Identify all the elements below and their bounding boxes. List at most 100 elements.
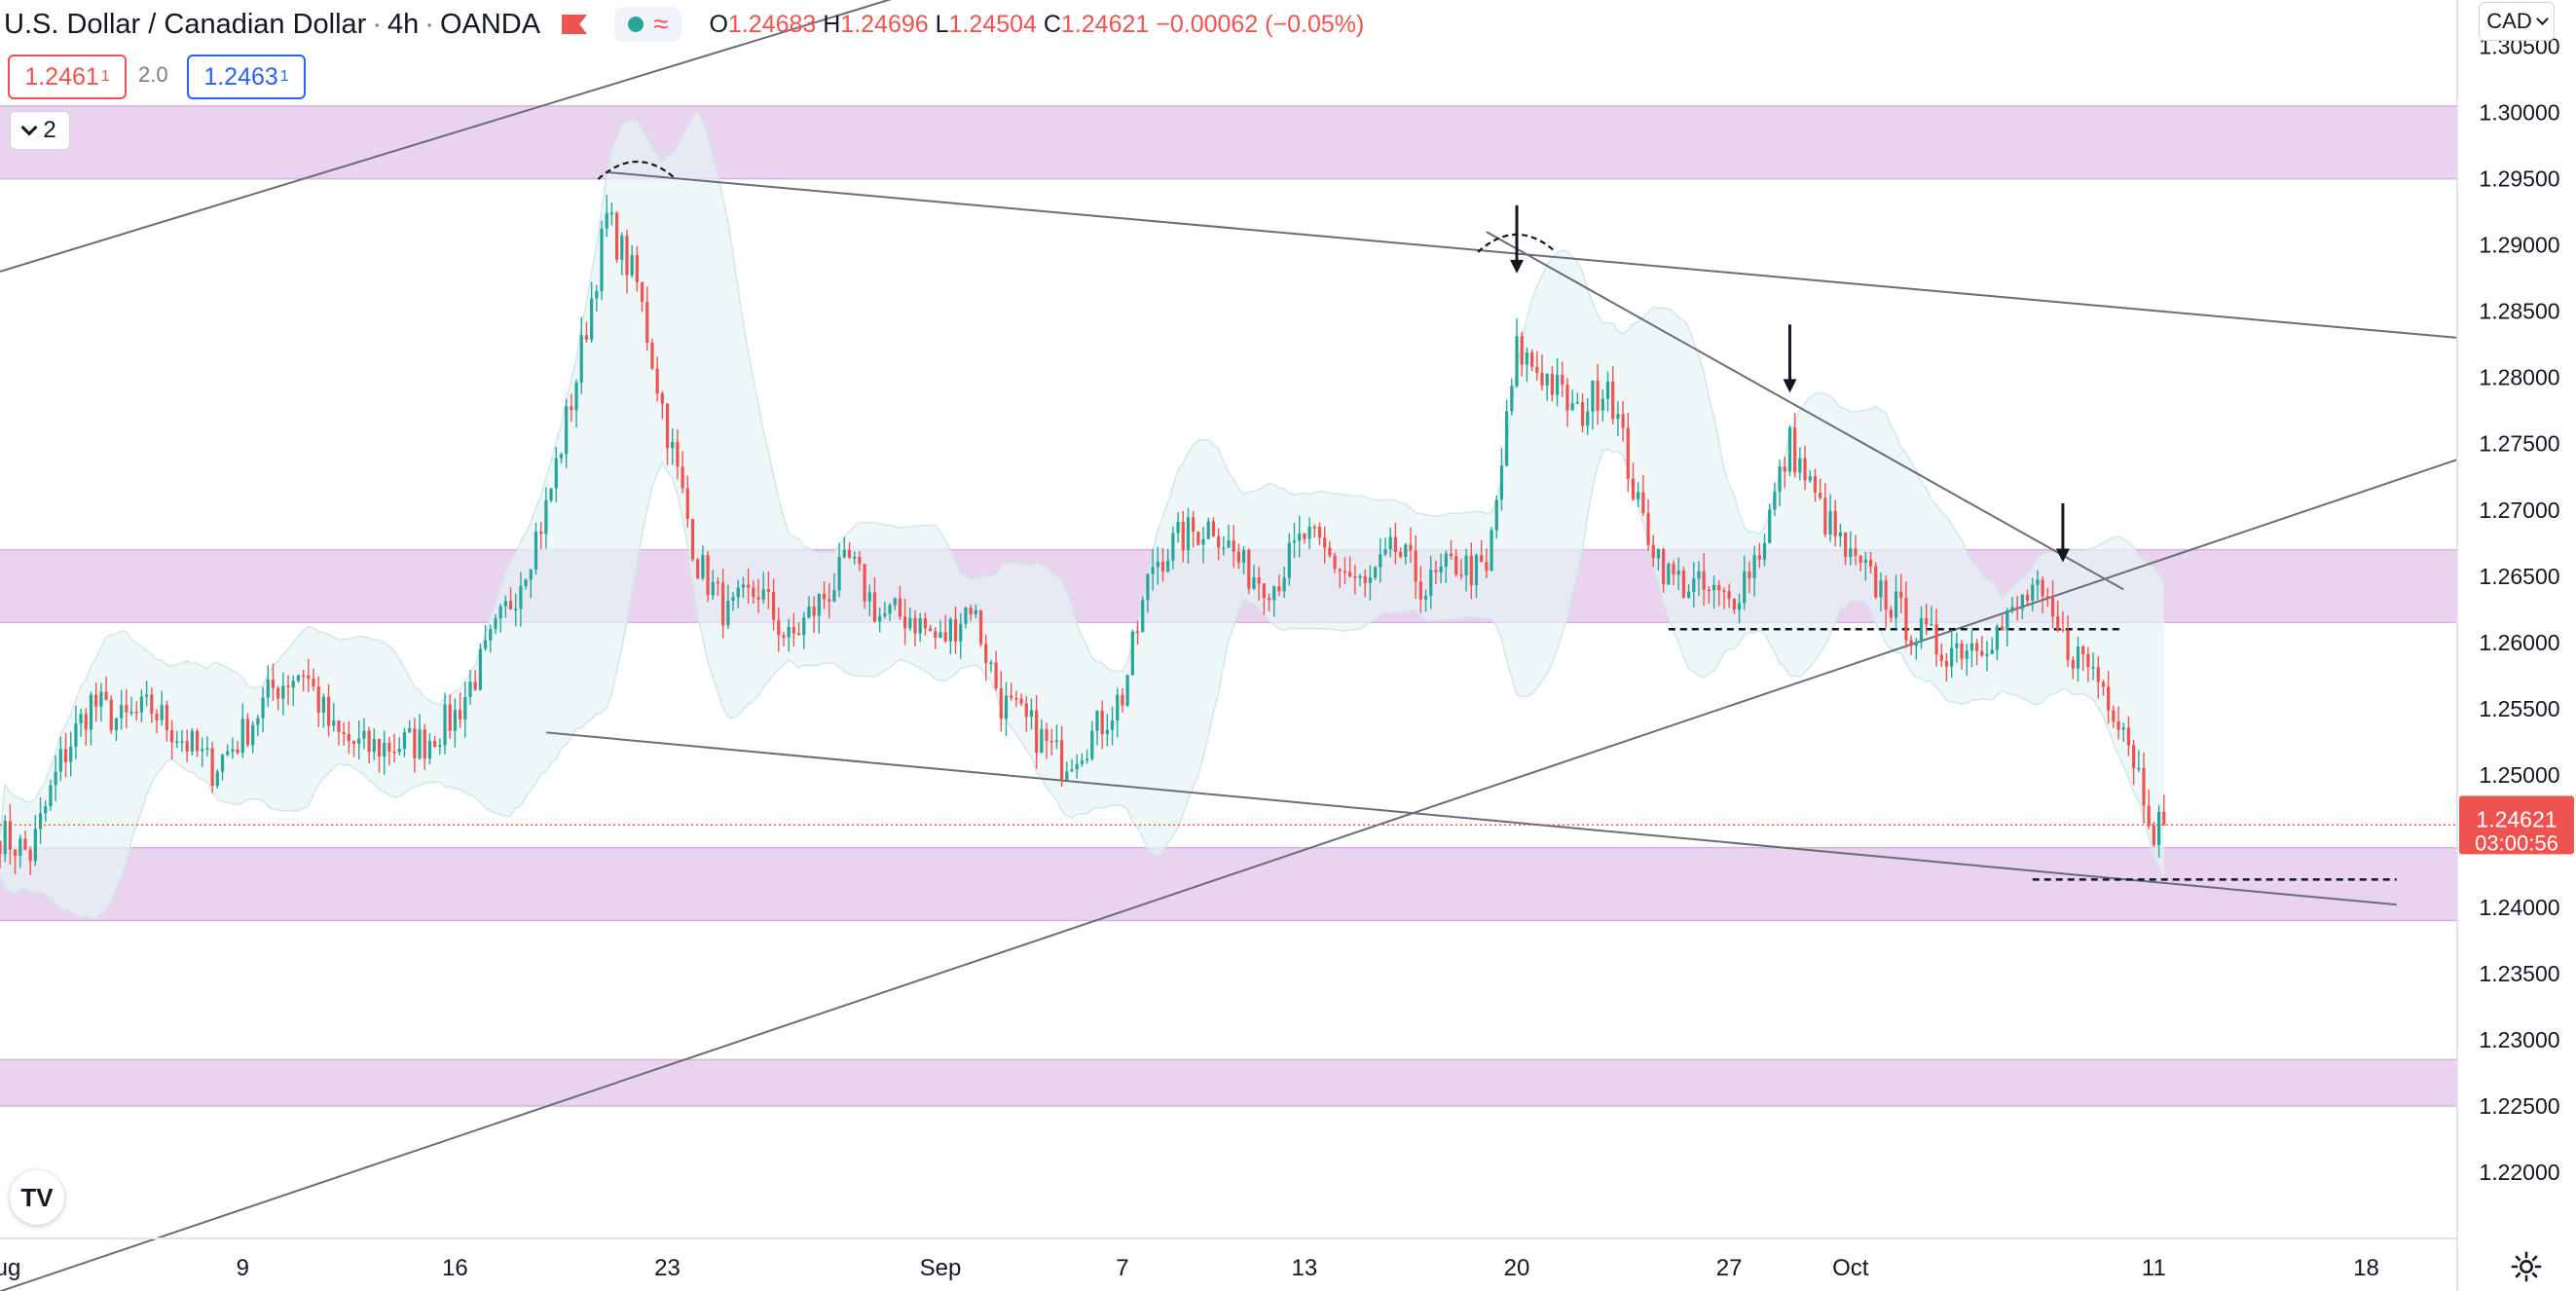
candle-body <box>711 581 715 596</box>
candle-body <box>387 742 391 752</box>
candle-body <box>210 748 214 787</box>
candle-body <box>655 368 659 394</box>
candle-body <box>1393 536 1397 553</box>
candle-body <box>2162 811 2166 826</box>
candle-body <box>1626 427 1630 479</box>
candle-body <box>1423 595 1428 600</box>
candle-body <box>1292 540 1297 543</box>
candle-body <box>453 710 458 731</box>
candle-body <box>63 749 68 762</box>
interval-label[interactable]: 4h <box>387 8 420 40</box>
candle-body <box>1383 549 1387 555</box>
ohlc-readout: O1.24683 H1.24696 L1.24504 C1.24621 −0.0… <box>709 11 1364 39</box>
candle-body <box>1206 521 1210 539</box>
broker-label: OANDA <box>439 8 541 40</box>
candle-body <box>342 731 346 735</box>
indicator-count: 2 <box>43 117 56 143</box>
flag-icon[interactable] <box>562 15 588 34</box>
candle-body <box>316 686 320 713</box>
time-tick-label: Aug <box>0 1255 20 1281</box>
candle-body <box>190 730 194 752</box>
candle-body <box>837 556 841 591</box>
candle-body <box>2015 607 2019 609</box>
candle-body <box>1707 589 1711 592</box>
candle-body <box>1884 580 1888 610</box>
candle-body <box>2056 616 2060 630</box>
candle-body <box>726 600 730 626</box>
candle-body <box>721 582 725 626</box>
annotations <box>0 160 2457 827</box>
candle-body <box>1621 414 1625 428</box>
candle-body <box>1388 536 1392 550</box>
time-tick-label: 18 <box>2353 1255 2379 1281</box>
candle-body <box>1343 571 1347 573</box>
gear-icon[interactable] <box>2510 1250 2543 1283</box>
candle-body <box>747 584 751 588</box>
candle-body <box>1166 560 1170 572</box>
candle-body <box>771 591 776 620</box>
candle-body <box>964 608 968 624</box>
candle-body <box>2112 710 2116 721</box>
last-price-value: 1.24621 <box>2476 806 2557 831</box>
candle-body <box>1494 499 1498 531</box>
candle-body <box>276 687 280 699</box>
candle-body <box>1171 533 1175 561</box>
candle-body <box>2031 584 2035 601</box>
chevron-down-icon <box>2535 12 2549 25</box>
candle-body <box>923 618 928 629</box>
candle-body <box>483 640 488 649</box>
candle-body <box>898 598 902 617</box>
candle-body <box>1151 567 1155 574</box>
buy-button[interactable]: 1.2463 1 <box>187 55 306 99</box>
candle-body <box>1252 577 1256 589</box>
candle-body <box>938 632 942 638</box>
candle-body <box>1277 586 1281 592</box>
candle-body <box>842 549 846 557</box>
symbol-title[interactable]: U.S. Dollar / Canadian Dollar <box>4 8 367 40</box>
candle-body <box>989 662 993 665</box>
candle-body <box>1697 571 1701 579</box>
candle-body <box>1778 466 1782 492</box>
candle-body <box>129 712 133 714</box>
status-dot-icon <box>628 17 644 32</box>
candle-body <box>1819 492 1822 498</box>
candle-body <box>1267 598 1271 601</box>
price-tick-label: 1.26000 <box>2479 630 2559 655</box>
candle-body <box>1328 547 1332 556</box>
candle-body <box>1605 381 1610 399</box>
sell-button[interactable]: 1.2461 1 <box>8 55 127 99</box>
low-value: 1.24504 <box>948 10 1037 38</box>
candle-body <box>584 335 589 340</box>
candle-body <box>1828 510 1832 535</box>
candle-body <box>1054 740 1059 742</box>
candle-body <box>134 712 138 714</box>
time-tick-label: 27 <box>1716 1255 1743 1281</box>
currency-menu-button[interactable]: CAD <box>2479 2 2555 41</box>
open-value: 1.24683 <box>727 10 817 38</box>
candle-body <box>565 406 569 455</box>
candle-body <box>1939 654 1943 661</box>
candle-body <box>1160 562 1165 572</box>
indicator-toggle[interactable]: ≈ <box>614 7 682 42</box>
candle-body <box>822 593 827 600</box>
collapse-indicators-button[interactable]: 2 <box>10 111 70 150</box>
tradingview-logo-icon[interactable]: TV <box>10 1170 64 1225</box>
price-tick-label: 1.26500 <box>2479 564 2559 589</box>
candle-body <box>1803 458 1807 481</box>
candle-body <box>1368 577 1373 583</box>
candle-body <box>231 749 235 752</box>
candle-body <box>312 679 315 687</box>
candle-body <box>478 648 482 690</box>
candle-body <box>1930 624 1933 626</box>
high-label: H <box>823 10 841 38</box>
candle-body <box>978 609 983 645</box>
candle-body <box>351 741 356 744</box>
candle-body <box>1793 427 1797 473</box>
candle-body <box>337 720 341 732</box>
candle-body <box>645 302 649 343</box>
candle-body <box>934 631 938 638</box>
candle-body <box>802 617 806 636</box>
candle-body <box>392 751 396 754</box>
